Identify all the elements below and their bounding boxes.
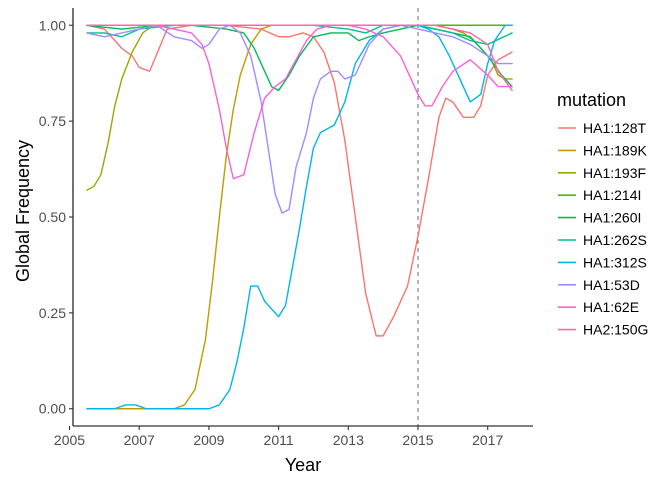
series-line-ha1-312s	[86, 24, 513, 410]
x-tick-label: 2013	[333, 432, 364, 448]
legend-title: mutation	[557, 90, 626, 110]
legend-label-ha1-193f: HA1:193F	[583, 165, 646, 181]
legend-label-ha1-312s: HA1:312S	[583, 254, 647, 270]
series-line-ha1-260i	[86, 24, 513, 92]
x-tick-label: 2011	[264, 432, 294, 448]
y-tick-label: 1.00	[39, 17, 66, 33]
series-line-ha1-62e	[86, 24, 513, 180]
y-axis: 0.00 0.25 0.50 0.75 1.00	[39, 8, 74, 426]
y-tick-label: 0.00	[39, 401, 66, 417]
y-axis-title: Global Frequency	[13, 140, 33, 282]
series-line-ha1-53d	[86, 24, 513, 214]
legend-label-ha1-189k: HA1:189K	[583, 142, 647, 158]
series-line-ha1-128t	[86, 24, 513, 337]
legend-label-ha2-150g: HA2:150G	[583, 322, 648, 338]
x-axis: 2005 2007 2009 2011 2013 2015 2017	[54, 425, 533, 448]
legend-label-ha1-262s: HA1:262S	[583, 232, 647, 248]
x-axis-title: Year	[285, 455, 321, 475]
legend-label-ha1-214i: HA1:214I	[583, 187, 641, 203]
legend-label-ha1-53d: HA1:53D	[583, 277, 640, 293]
legend-label-ha1-128t: HA1:128T	[583, 120, 646, 136]
series-line-ha2-150g	[86, 24, 513, 92]
x-tick-label: 2009	[193, 432, 224, 448]
legend-label-ha1-62e: HA1:62E	[583, 299, 639, 315]
series-line-ha1-193f	[86, 24, 513, 191]
legend: mutation HA1:128T HA1:189K HA1:193F HA1:214…	[557, 90, 648, 338]
y-tick-label: 0.75	[39, 113, 66, 129]
x-tick-label: 2005	[54, 432, 85, 448]
y-tick-label: 0.50	[39, 209, 66, 225]
plot-area	[86, 8, 513, 426]
legend-label-ha1-260i: HA1:260I	[583, 210, 641, 226]
series-line-ha1-189k	[86, 24, 513, 410]
x-tick-label: 2015	[402, 432, 433, 448]
y-tick-label: 0.25	[39, 305, 66, 321]
x-tick-label: 2017	[472, 432, 503, 448]
x-tick-label: 2007	[124, 432, 155, 448]
